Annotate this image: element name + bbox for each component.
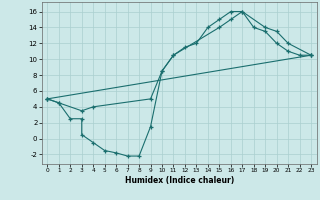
X-axis label: Humidex (Indice chaleur): Humidex (Indice chaleur) [124, 176, 234, 185]
